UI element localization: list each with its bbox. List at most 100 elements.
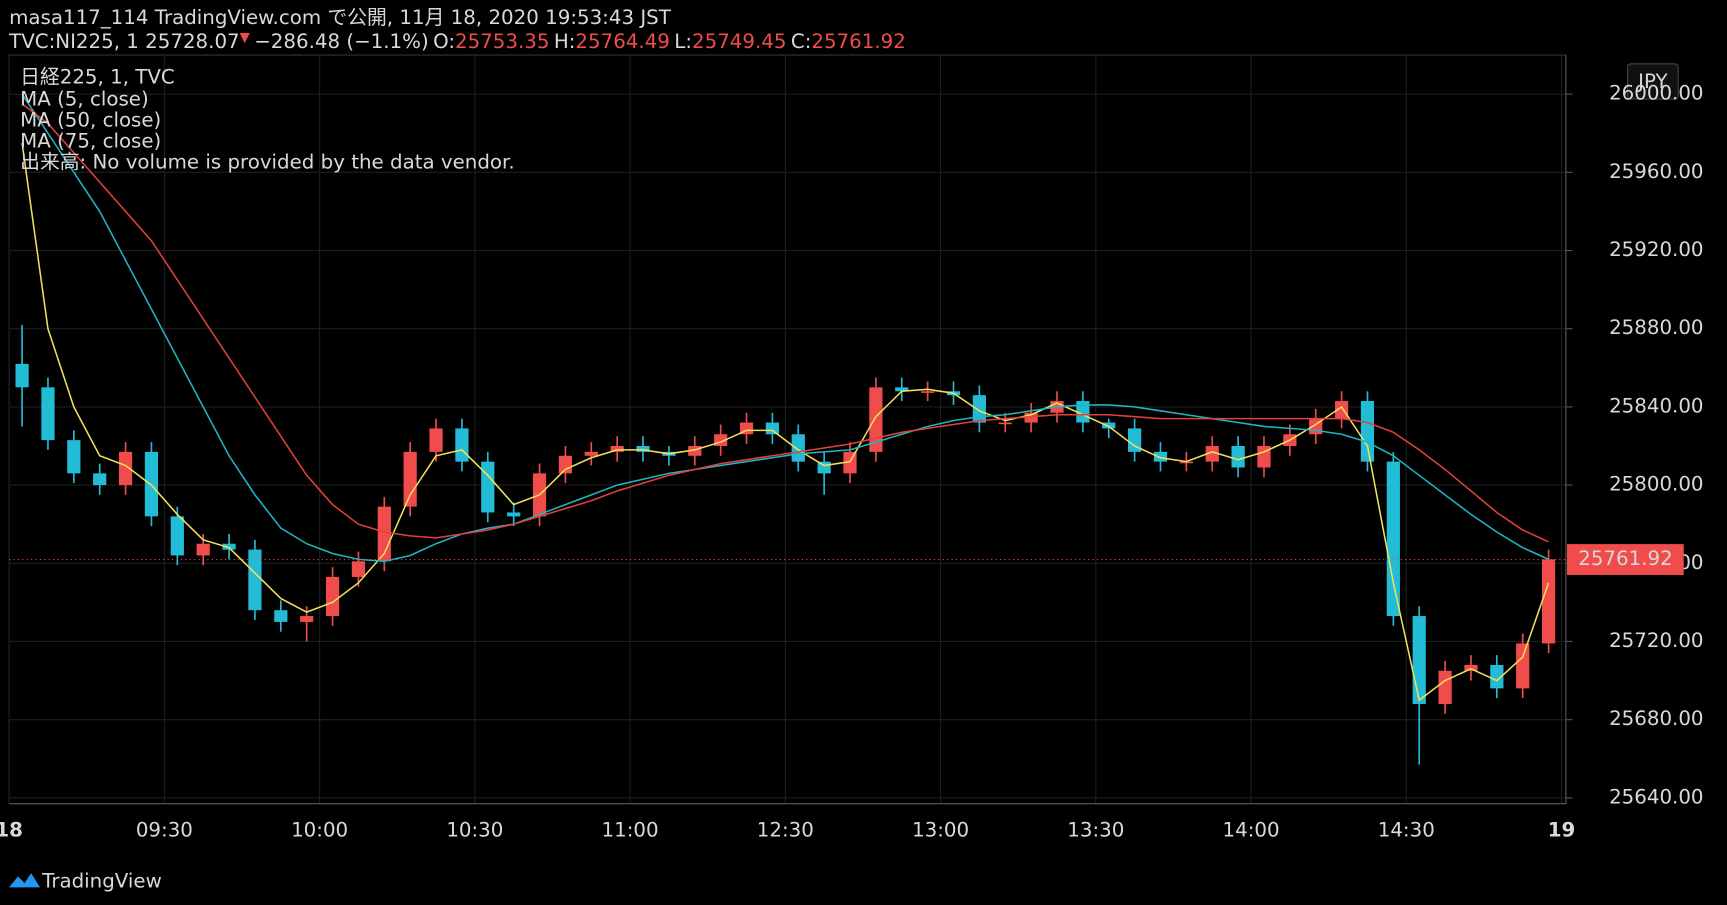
symbol: TVC:NI225, 1 25728.07 bbox=[8, 29, 240, 52]
candle-body bbox=[1464, 664, 1478, 671]
ma-line bbox=[21, 142, 1550, 702]
candle-body bbox=[1179, 461, 1193, 464]
y-tick-label: 25640.00 bbox=[1609, 785, 1703, 808]
candle-body bbox=[1438, 670, 1452, 705]
candle-body bbox=[1386, 461, 1400, 617]
x-tick-label: 10:30 bbox=[446, 819, 503, 842]
y-tick-label: 25960.00 bbox=[1609, 160, 1703, 183]
candle-body bbox=[584, 451, 598, 456]
candle-body bbox=[1205, 445, 1219, 462]
candle-body bbox=[455, 428, 469, 462]
candle-body bbox=[481, 461, 495, 513]
candle-body bbox=[300, 616, 314, 622]
candle-body bbox=[714, 434, 728, 446]
candle-body bbox=[688, 445, 702, 456]
candle-body bbox=[429, 428, 443, 452]
candle-body bbox=[1102, 422, 1116, 429]
x-tick-label: 09:30 bbox=[136, 819, 193, 842]
y-tick-label: 26000.00 bbox=[1609, 82, 1703, 105]
candle-body bbox=[1360, 401, 1375, 462]
h-value: 25764.49 bbox=[575, 29, 669, 52]
candle-body bbox=[325, 576, 340, 617]
change: −286.48 (−1.1%) bbox=[254, 29, 428, 52]
candle-body bbox=[196, 543, 210, 556]
legend-entry: MA (5, close) bbox=[20, 88, 149, 111]
x-tick-label: 13:00 bbox=[912, 819, 969, 842]
last-price-label: 25761.92 bbox=[1578, 547, 1672, 570]
candle-body bbox=[558, 455, 573, 474]
brand-logo: TradingView bbox=[9, 869, 162, 892]
candle-body bbox=[895, 387, 909, 392]
c-value: 25761.92 bbox=[811, 29, 905, 52]
c-label: C: bbox=[791, 29, 812, 52]
logo-icon bbox=[9, 873, 40, 888]
x-tick-label: 10:00 bbox=[291, 819, 348, 842]
candle-body bbox=[1231, 445, 1245, 468]
ma-line bbox=[21, 93, 1549, 563]
candle-body bbox=[765, 422, 780, 435]
grid bbox=[8, 55, 1566, 804]
candle-body bbox=[972, 395, 986, 423]
y-tick-label: 25920.00 bbox=[1609, 238, 1703, 261]
candle-body bbox=[610, 445, 624, 452]
legend: 日経225, 1, TVC MA (5, close) MA (50, clos… bbox=[20, 66, 514, 174]
chart-title: 日経225, 1, TVC bbox=[20, 66, 175, 89]
publisher: masa117_114 TradingView.com で公開, 11月 18,… bbox=[9, 6, 672, 29]
y-tick-label: 25880.00 bbox=[1609, 316, 1703, 339]
candle-body bbox=[93, 473, 107, 486]
x-tick-label: 14:30 bbox=[1378, 819, 1435, 842]
candle-body bbox=[998, 422, 1012, 425]
x-tick-label: 18 bbox=[0, 819, 23, 842]
x-tick-label: 19 bbox=[1548, 819, 1576, 842]
ma-line bbox=[21, 103, 1549, 543]
candle-body bbox=[222, 543, 236, 550]
candle-body bbox=[1516, 643, 1530, 689]
l-value: 25749.45 bbox=[692, 29, 786, 52]
o-value: 25753.35 bbox=[455, 29, 549, 52]
candle-body bbox=[248, 549, 262, 611]
candle-body bbox=[921, 391, 935, 393]
currency-box[interactable] bbox=[1627, 63, 1679, 100]
candle-body bbox=[1412, 616, 1426, 705]
candle-body bbox=[1076, 401, 1090, 423]
candle-body bbox=[1334, 401, 1349, 419]
brand: TradingView bbox=[41, 869, 162, 892]
candle-body bbox=[636, 445, 650, 452]
legend-entry: MA (75, close) bbox=[20, 130, 161, 153]
candle-body bbox=[739, 422, 754, 435]
x-tick-label: 13:30 bbox=[1067, 819, 1124, 842]
y-tick-label: 25720.00 bbox=[1609, 629, 1703, 652]
symbol-line: TVC:NI225, 1 25728.07▼ −286.48 (−1.1%) O:2… bbox=[8, 29, 906, 52]
l-label: L: bbox=[674, 29, 692, 52]
candle-body bbox=[1153, 451, 1168, 462]
candle-body bbox=[1541, 559, 1556, 644]
candle-body bbox=[791, 434, 805, 462]
x-tick-label: 12:30 bbox=[757, 819, 814, 842]
candle-body bbox=[1490, 664, 1504, 689]
y-tick-label: 25800.00 bbox=[1609, 473, 1703, 496]
y-tick-label: 25680.00 bbox=[1609, 707, 1703, 730]
candle-body bbox=[351, 561, 366, 577]
candle-body bbox=[144, 451, 159, 517]
candle-body bbox=[403, 451, 417, 507]
h-label: H: bbox=[554, 29, 576, 52]
candle-body bbox=[170, 516, 184, 556]
arrow: ▼ bbox=[240, 30, 251, 45]
currency[interactable]: JPY bbox=[1636, 70, 1668, 93]
candle-body bbox=[1257, 445, 1271, 468]
candle-body bbox=[274, 610, 288, 622]
legend-entry: MA (50, close) bbox=[20, 109, 161, 132]
candle-body bbox=[869, 387, 883, 452]
candle-body bbox=[817, 461, 831, 474]
y-tick-label: 25840.00 bbox=[1609, 394, 1703, 417]
o-label: O: bbox=[433, 29, 455, 52]
candle-body bbox=[507, 512, 521, 517]
candle-body bbox=[118, 451, 133, 486]
candle-body bbox=[41, 387, 55, 441]
x-tick-label: 14:00 bbox=[1223, 819, 1280, 842]
x-tick-label: 11:00 bbox=[602, 819, 659, 842]
volume-note: 出来高: No volume is provided by the data v… bbox=[20, 150, 514, 173]
candle-body bbox=[1024, 412, 1038, 423]
